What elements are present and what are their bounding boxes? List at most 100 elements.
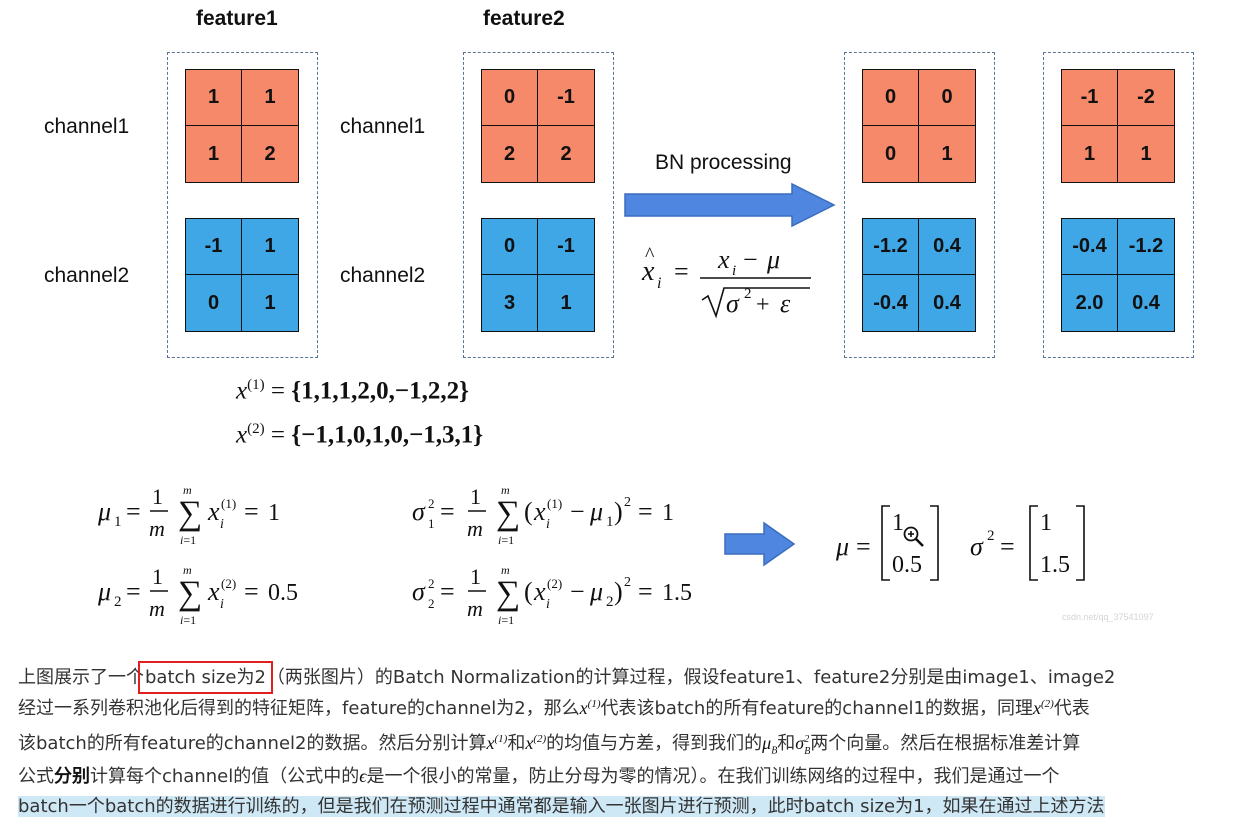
svg-text:2: 2 (624, 495, 631, 510)
para-text: 经过一系列卷积池化后得到的特征矩阵，feature的channel为2，那么 (18, 698, 580, 719)
svg-text:x: x (207, 577, 220, 606)
svg-text:i: i (732, 263, 736, 279)
svg-text:i=1: i=1 (180, 613, 196, 627)
mu-vector-1: 1 (892, 510, 904, 536)
grid-cell: 0 (482, 70, 538, 126)
normalization-formula: x ^ i = x i − μ σ 2 + ε (641, 244, 811, 319)
grid-cell: -0.4 (863, 275, 919, 331)
svg-text:−: − (570, 497, 585, 526)
output1-box (844, 52, 995, 358)
svg-text:=: = (638, 497, 653, 526)
grid-cell: 1 (1140, 142, 1152, 165)
svg-text:1: 1 (428, 516, 435, 531)
svg-text:(2): (2) (221, 576, 236, 591)
svg-text:2: 2 (744, 286, 752, 302)
svg-text:μ: μ (589, 497, 603, 526)
grid-cell: 1 (186, 126, 242, 182)
svg-text:x: x (533, 497, 546, 526)
x1-symbol: x(1) (579, 698, 601, 718)
svg-text:+: + (756, 292, 770, 318)
svg-text:=: = (440, 577, 455, 606)
svg-text:=: = (856, 532, 871, 561)
channel2-label-mid: channel2 (340, 264, 426, 287)
grid-cell: 1 (186, 70, 242, 126)
grid-cell: -1 (1062, 70, 1118, 126)
svg-text:m: m (467, 596, 483, 621)
svg-text:i: i (546, 597, 550, 612)
para-text: 该batch的所有feature的channel2的数据。然后分别计算 (18, 733, 487, 754)
feature2-box (463, 52, 614, 358)
svg-text:μ: μ (589, 577, 603, 606)
grid-cell: 0 (919, 70, 975, 126)
bn-processing-label: BN processing (655, 151, 792, 174)
svg-text:(: ( (524, 577, 533, 606)
grid-cell: 2 (264, 142, 276, 165)
var2-value: 1.5 (662, 580, 692, 606)
epsilon-symbol: ϵ (359, 766, 367, 786)
svg-text:∑: ∑ (178, 575, 202, 612)
svg-text:2: 2 (428, 496, 435, 511)
paragraph-line-3: 该batch的所有feature的channel2的数据。然后分别计算x(1)和… (18, 729, 1080, 757)
para-bold: 分别 (54, 766, 90, 787)
svg-text:=: = (440, 497, 455, 526)
output2-box (1043, 52, 1194, 358)
svg-text:m: m (149, 516, 165, 541)
zoom-cursor-icon (903, 526, 924, 547)
svg-text:∑: ∑ (496, 575, 520, 612)
feature1-title: feature1 (196, 7, 278, 30)
para-text: 计算每个channel的值（公式中的 (90, 766, 360, 787)
paragraph-line-5: batch一个batch的数据进行训练的，但是我们在预测过程中通常都是输入一张图… (18, 792, 1105, 818)
x2-symbol: x(2) (525, 733, 547, 753)
var1-value: 1 (662, 500, 674, 526)
result-arrow-icon (724, 521, 796, 567)
svg-text:i: i (220, 517, 224, 532)
grid-cell: 2 (560, 142, 572, 165)
para-text: 两个向量。然后在根据标准差计算 (810, 733, 1081, 754)
svg-text:(2): (2) (547, 576, 562, 591)
sigma2-vector-1: 1 (1040, 510, 1052, 536)
svg-text:μ: μ (97, 497, 111, 526)
svg-text:∑: ∑ (178, 495, 202, 532)
grid-cell: 0.4 (1132, 291, 1160, 314)
output1-channel2-grid: -1.2 0.4 -0.4 0.4 (862, 218, 976, 332)
grid-cell: 2.0 (1062, 275, 1118, 331)
grid-cell: 0 (863, 70, 919, 126)
x2-set: {−1,1,0,1,0,−1,3,1} (291, 421, 484, 449)
svg-text:i=1: i=1 (498, 613, 514, 627)
paragraph-line-2: 经过一系列卷积池化后得到的特征矩阵，feature的channel为2，那么x(… (18, 694, 1090, 720)
svg-text:σ: σ (412, 497, 426, 526)
channel2-label-left: channel2 (44, 264, 130, 287)
grid-cell: -1.2 (1118, 219, 1174, 275)
svg-text:m: m (183, 563, 192, 577)
batch-size-highlight: batch size为2 (138, 661, 273, 694)
svg-text:2: 2 (624, 575, 631, 590)
para-text: 上图展示了一个 (18, 667, 144, 688)
svg-text:m: m (183, 483, 192, 497)
svg-text:μ: μ (766, 245, 780, 274)
para-text: 和 (777, 733, 796, 754)
mean-formulas: μ 1 = 1 m ∑ m i=1 x i (1) = 1 μ 2 = 1 m … (97, 483, 298, 627)
svg-text:2: 2 (428, 576, 435, 591)
channel1-label-left: channel1 (44, 115, 130, 138)
variance-formulas: σ 2 1 = 1 m ∑ m i=1 ( x i (1) − μ 1 ) 2 … (412, 483, 692, 627)
svg-text:=: = (1000, 532, 1015, 561)
output2-channel2-grid: -0.4 -1.2 2.0 0.4 (1061, 218, 1175, 332)
svg-text:^: ^ (645, 244, 655, 266)
grid-cell: 1 (242, 70, 298, 126)
svg-text:=: = (244, 577, 259, 606)
grid-cell: -2 (1118, 70, 1174, 126)
svg-text:x: x (533, 577, 546, 606)
grid-cell: 0.4 (919, 219, 975, 275)
para-text: （两张图片）的Batch Normalization的计算过程，假设featur… (266, 667, 1116, 688)
grid-cell: -0.4 (1062, 219, 1118, 275)
feature1-channel2-grid: -1 1 0 1 (185, 218, 299, 332)
svg-text:σ: σ (412, 577, 426, 606)
svg-text:x: x (207, 497, 220, 526)
grid-cell: 0 (186, 275, 242, 331)
svg-text:μ: μ (97, 577, 111, 606)
result-vectors: μ = 1 0.5 σ 2 = 1 1.5 (835, 505, 1085, 581)
sigma2-vector-2: 1.5 (1040, 552, 1070, 578)
grid-cell: -1 (538, 70, 594, 126)
grid-cell: 1 (242, 219, 298, 275)
mean1-value: 1 (268, 500, 280, 526)
